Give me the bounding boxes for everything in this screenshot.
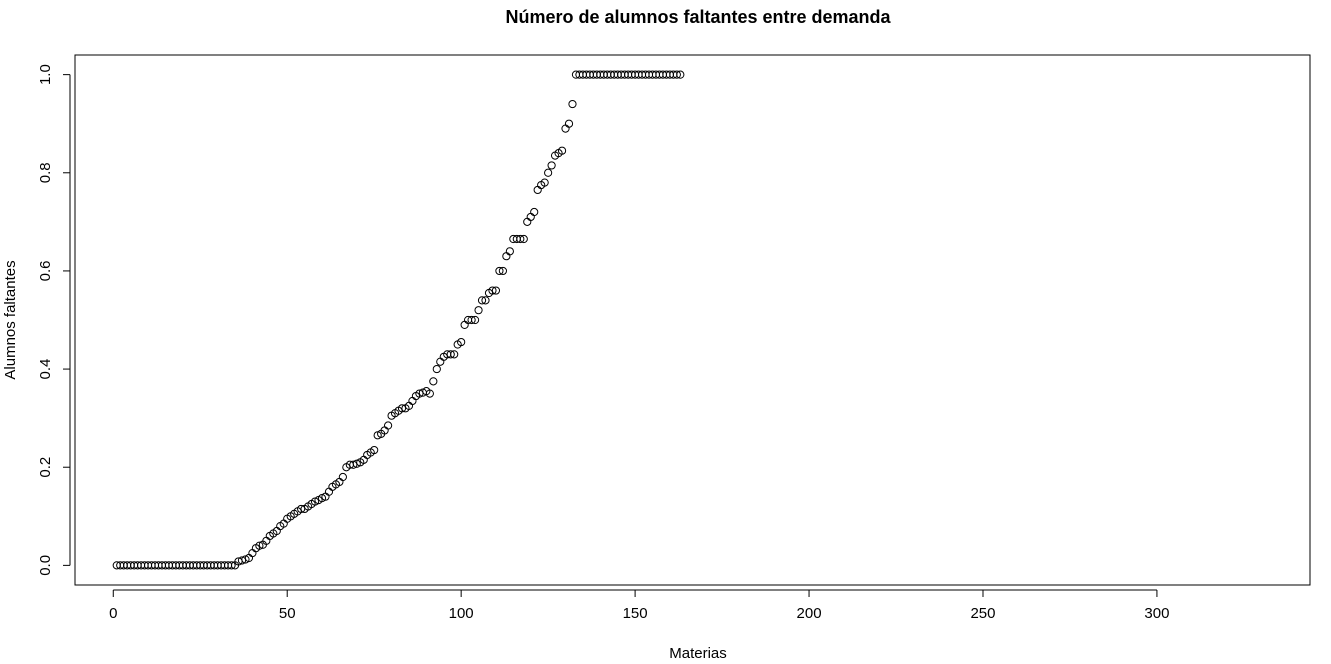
- data-point: [450, 350, 459, 359]
- x-tick-label: 150: [623, 605, 648, 622]
- data-point: [564, 119, 574, 128]
- data-point: [425, 389, 434, 398]
- data-point: [297, 504, 306, 514]
- data-point: [338, 472, 347, 482]
- data-points: [112, 70, 685, 570]
- data-point: [498, 266, 508, 276]
- y-tick-label: 0.0: [37, 555, 54, 576]
- plot-frame: [74, 54, 1311, 586]
- data-point: [467, 315, 476, 325]
- y-tick-label: 0.8: [37, 162, 54, 183]
- data-point: [544, 168, 553, 177]
- data-point: [557, 146, 567, 155]
- x-tick-label: 200: [797, 605, 822, 622]
- x-axis-label: Materias: [669, 645, 727, 662]
- data-point: [516, 234, 525, 244]
- data-point: [561, 124, 570, 133]
- data-point: [237, 556, 247, 565]
- data-point: [415, 389, 424, 398]
- data-point: [383, 421, 393, 430]
- data-point: [502, 252, 511, 261]
- data-point: [533, 185, 542, 195]
- data-point: [530, 207, 539, 217]
- data-point: [408, 396, 417, 406]
- data-point: [460, 320, 469, 330]
- data-point: [477, 296, 487, 305]
- data-point: [481, 296, 490, 305]
- x-tick-label: 0: [109, 605, 117, 622]
- data-point: [505, 247, 514, 256]
- data-point: [488, 286, 497, 295]
- data-point: [470, 315, 480, 325]
- data-point: [429, 377, 438, 386]
- data-point: [540, 178, 549, 187]
- y-tick-label: 0.2: [37, 457, 54, 478]
- y-tick-label: 1.0: [37, 64, 54, 85]
- data-point: [457, 337, 466, 347]
- x-tick-label: 100: [449, 605, 474, 622]
- data-point: [227, 561, 236, 570]
- data-point: [349, 460, 358, 469]
- data-point: [446, 350, 455, 359]
- data-point: [248, 549, 257, 558]
- data-point: [432, 364, 441, 374]
- y-tick-label: 0.4: [37, 359, 54, 380]
- x-tick-label: 300: [1144, 605, 1169, 622]
- data-point: [324, 487, 334, 496]
- y-tick-label: 0.6: [37, 260, 54, 281]
- chart-title: Número de alumnos faltantes entre demand…: [505, 7, 891, 27]
- data-point: [519, 234, 528, 244]
- data-point: [523, 217, 532, 226]
- data-point: [495, 266, 504, 276]
- x-tick-label: 250: [970, 605, 995, 622]
- data-point: [436, 357, 445, 366]
- data-point: [491, 286, 501, 295]
- data-point: [474, 306, 483, 315]
- data-point: [370, 445, 379, 455]
- data-point: [526, 212, 535, 222]
- y-axis-label: Alumnos faltantes: [2, 260, 19, 379]
- data-point: [397, 404, 407, 413]
- x-tick-label: 50: [279, 605, 296, 622]
- x-axis: 0 50 100 150 200 250 300: [109, 589, 1169, 622]
- data-point: [672, 70, 681, 79]
- data-point: [676, 70, 685, 79]
- data-point: [547, 161, 556, 170]
- data-point: [255, 541, 264, 550]
- data-point: [568, 99, 577, 109]
- y-axis: 0.0 0.2 0.4 0.6 0.8 1.0: [37, 64, 71, 576]
